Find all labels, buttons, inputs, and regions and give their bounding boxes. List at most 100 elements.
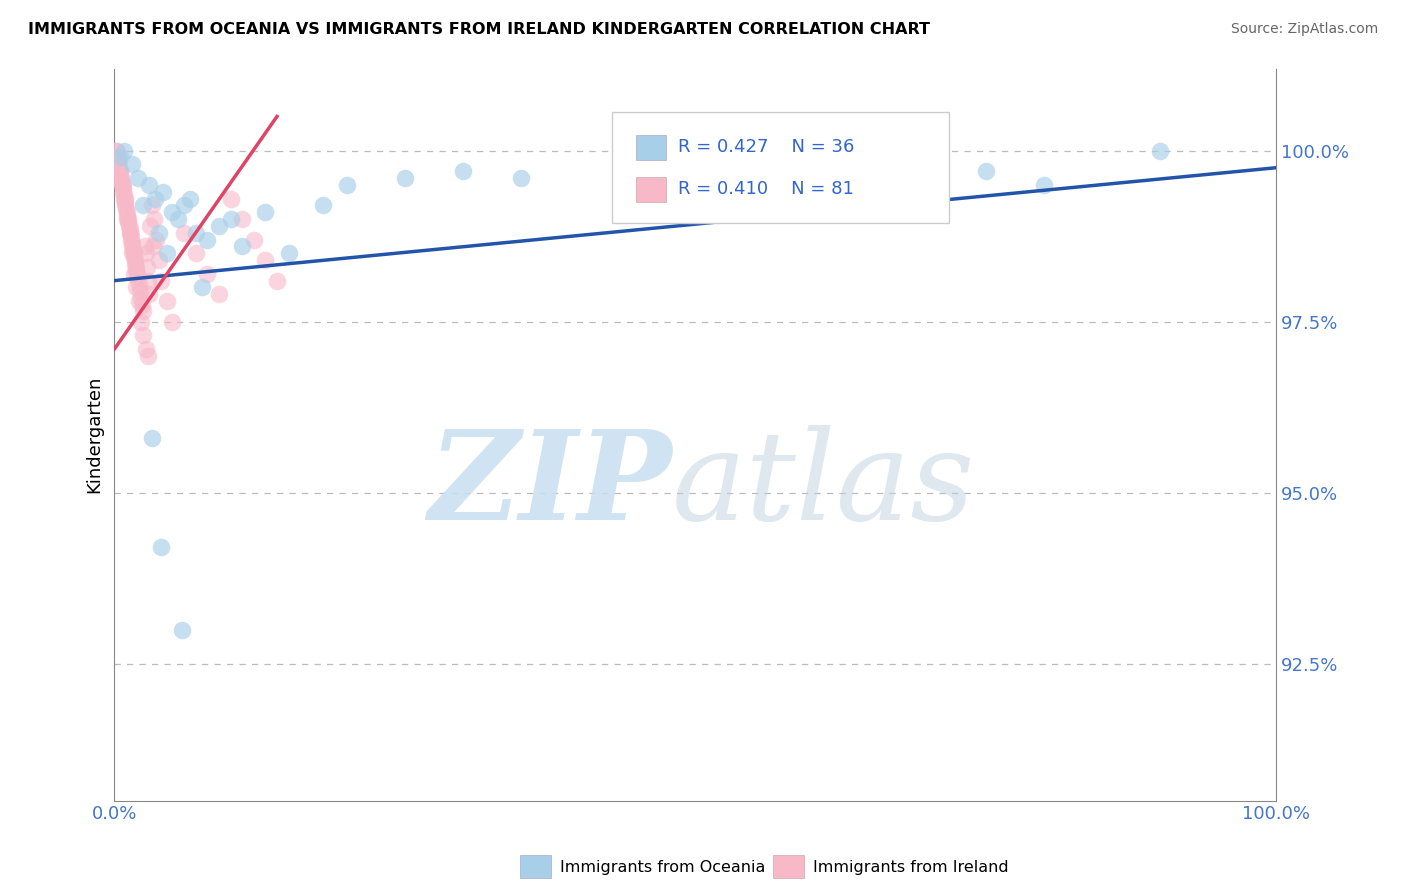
Point — [121, 157, 143, 171]
Point — [111, 181, 134, 195]
Point — [195, 267, 218, 281]
Point — [138, 287, 160, 301]
Point — [626, 185, 648, 199]
Point — [110, 151, 132, 165]
Point — [148, 253, 170, 268]
Point — [111, 178, 134, 192]
Point — [117, 215, 139, 229]
Point — [125, 263, 148, 277]
Point — [122, 246, 145, 260]
Text: Source: ZipAtlas.com: Source: ZipAtlas.com — [1230, 22, 1378, 37]
Point — [152, 185, 174, 199]
Point — [135, 246, 157, 260]
Point — [107, 157, 129, 171]
Point — [115, 209, 138, 223]
Text: R = 0.410    N = 81: R = 0.410 N = 81 — [678, 180, 853, 198]
Point — [129, 291, 152, 305]
Point — [122, 243, 145, 257]
Point — [127, 270, 149, 285]
Point — [266, 274, 288, 288]
Point — [162, 205, 184, 219]
Point — [112, 185, 135, 199]
Text: R = 0.427    N = 36: R = 0.427 N = 36 — [678, 138, 853, 156]
Point — [148, 226, 170, 240]
Point — [112, 144, 135, 158]
Point — [208, 219, 231, 233]
Point — [132, 304, 155, 318]
Point — [112, 192, 135, 206]
Text: Immigrants from Oceania: Immigrants from Oceania — [560, 860, 765, 874]
Point — [219, 212, 242, 227]
Point — [107, 157, 129, 171]
Point — [134, 239, 156, 253]
Point — [136, 260, 159, 274]
Point — [114, 194, 136, 209]
Point — [124, 253, 146, 268]
Point — [138, 178, 160, 192]
Text: ZIP: ZIP — [429, 425, 672, 547]
Point — [1032, 178, 1054, 192]
Point — [254, 205, 277, 219]
Point — [120, 226, 142, 240]
Point — [142, 239, 165, 253]
Point — [231, 212, 253, 227]
Point — [167, 212, 190, 227]
Point — [125, 267, 148, 281]
Point — [149, 541, 172, 555]
Point — [208, 287, 231, 301]
Point — [142, 212, 165, 227]
Point — [219, 192, 242, 206]
Point — [254, 253, 277, 268]
Point — [108, 161, 131, 175]
Point — [115, 205, 138, 219]
Point — [129, 284, 152, 298]
Point — [173, 198, 195, 212]
Point — [108, 164, 131, 178]
Point — [120, 233, 142, 247]
Point — [141, 198, 163, 212]
Point — [110, 168, 132, 182]
Point — [510, 171, 533, 186]
Point — [128, 294, 150, 309]
Point — [173, 226, 195, 240]
Point — [121, 239, 143, 253]
Point — [451, 164, 474, 178]
Point — [118, 226, 141, 240]
Point — [112, 188, 135, 202]
Point — [190, 280, 212, 294]
Point — [110, 171, 132, 186]
Point — [132, 198, 155, 212]
Point — [125, 260, 148, 274]
Point — [120, 229, 142, 244]
Point — [136, 349, 159, 363]
Point — [131, 297, 153, 311]
Y-axis label: Kindergarten: Kindergarten — [86, 376, 103, 493]
Point — [179, 192, 201, 206]
Point — [156, 246, 179, 260]
Point — [336, 178, 359, 192]
Point — [858, 192, 880, 206]
Point — [128, 277, 150, 291]
Point — [132, 328, 155, 343]
Point — [124, 256, 146, 270]
Point — [114, 192, 136, 206]
Point — [145, 233, 167, 247]
Point — [243, 233, 266, 247]
Point — [107, 151, 129, 165]
Point — [742, 205, 765, 219]
Point — [394, 171, 416, 186]
Point — [114, 198, 136, 212]
Point — [1149, 144, 1171, 158]
Point — [156, 294, 179, 309]
Point — [118, 219, 141, 233]
Point — [125, 280, 148, 294]
Point — [135, 342, 157, 356]
Point — [105, 151, 128, 165]
Point — [111, 178, 134, 192]
Point — [127, 171, 149, 186]
Point — [195, 233, 218, 247]
Point — [141, 431, 163, 445]
Text: atlas: atlas — [672, 425, 976, 547]
Point — [162, 315, 184, 329]
Text: Immigrants from Ireland: Immigrants from Ireland — [813, 860, 1008, 874]
